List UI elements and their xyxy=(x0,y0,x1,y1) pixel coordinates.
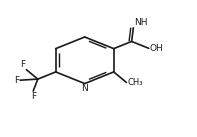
Text: OH: OH xyxy=(150,44,164,53)
Text: F: F xyxy=(31,92,36,101)
Text: F: F xyxy=(20,60,25,69)
Text: NH: NH xyxy=(134,18,148,27)
Text: CH₃: CH₃ xyxy=(127,78,143,87)
Text: N: N xyxy=(81,84,88,93)
Text: F: F xyxy=(14,76,19,85)
